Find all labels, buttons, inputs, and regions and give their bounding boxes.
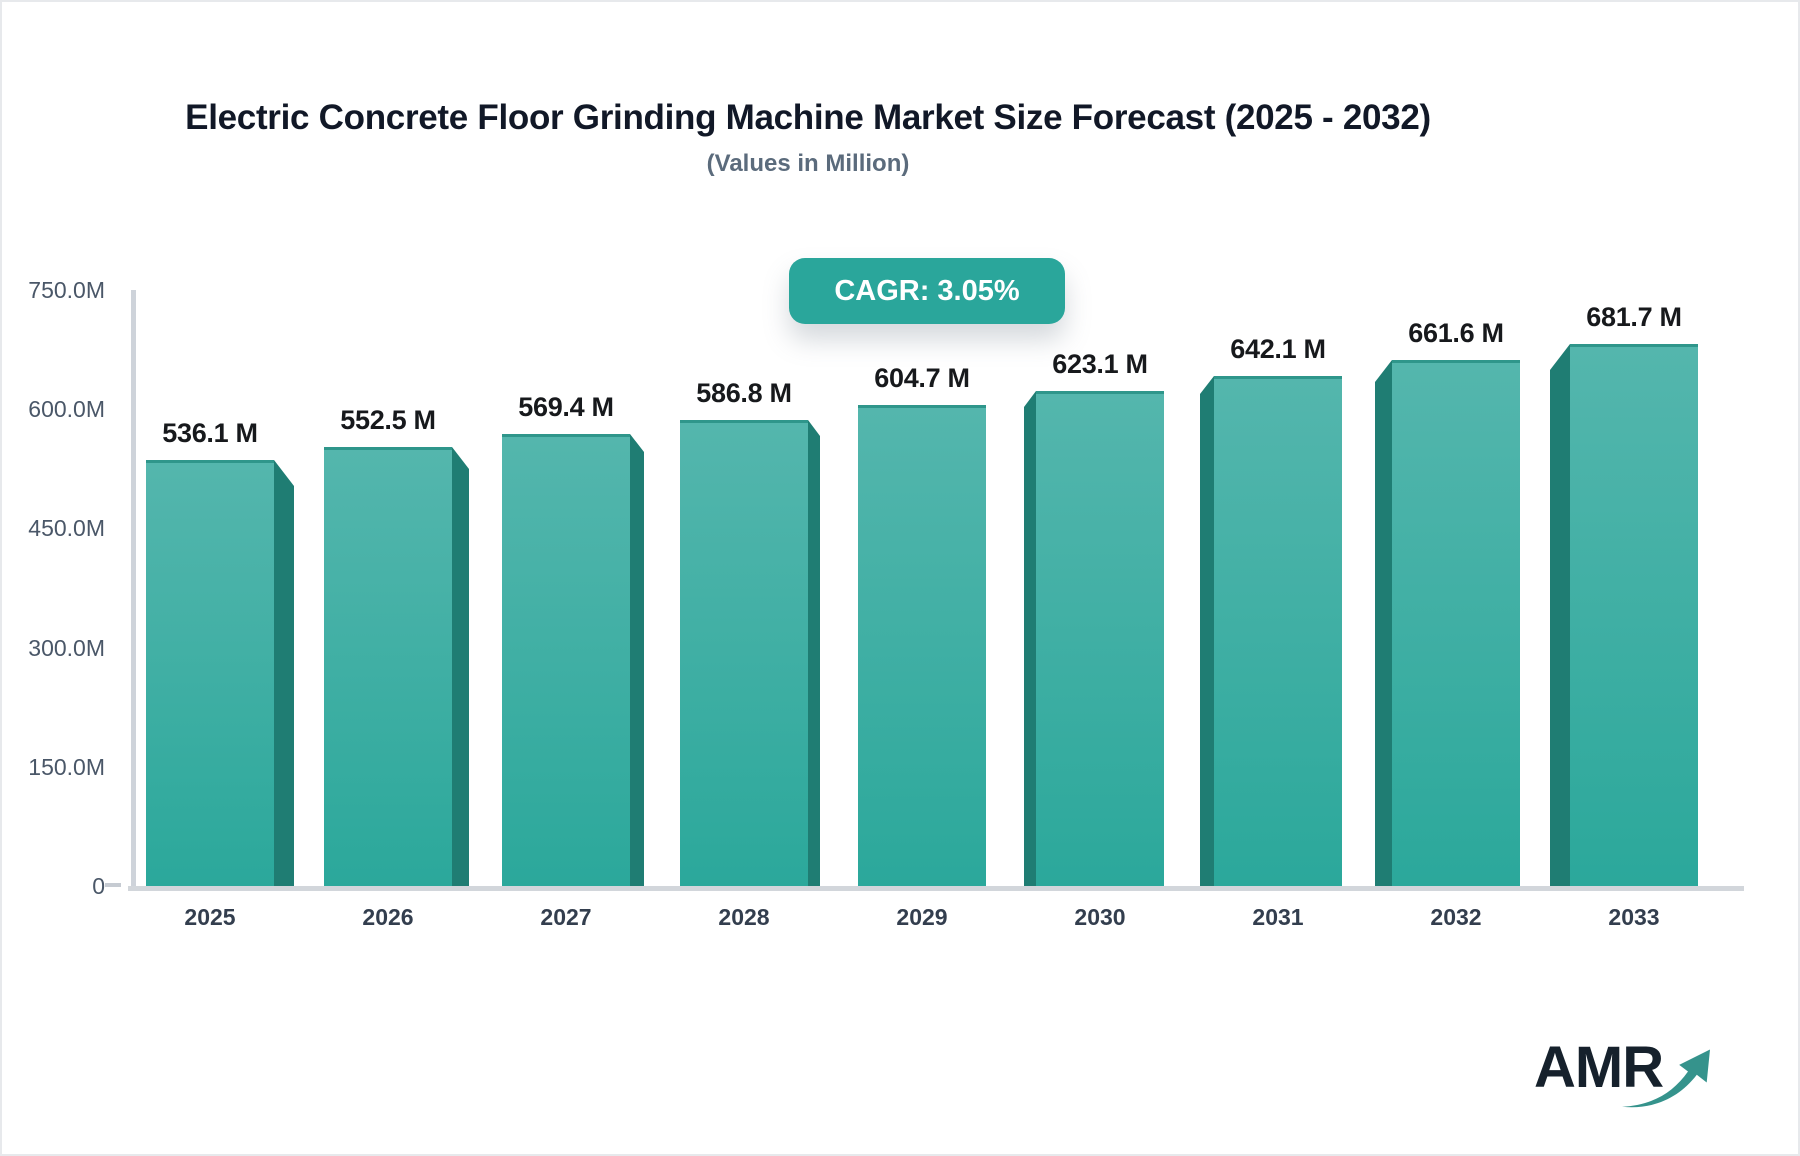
y-tick-label: 150.0M [28, 753, 105, 780]
x-axis-line [128, 886, 1744, 891]
bar-3d-side [1550, 344, 1570, 886]
x-tick-label: 2027 [540, 904, 592, 930]
bar-2031 [1214, 376, 1342, 886]
y-axis-line [131, 290, 136, 891]
bar-3d-side [630, 434, 644, 886]
x-tick-label: 2028 [718, 904, 770, 930]
chart-title: Electric Concrete Floor Grinding Machine… [185, 98, 1431, 137]
bar-2025 [146, 460, 274, 886]
growth-arrow-icon [1622, 1049, 1710, 1108]
bar-2027 [502, 434, 630, 886]
bar-value-label: 623.1 M [1052, 349, 1148, 379]
y-tick-label: 600.0M [28, 396, 105, 423]
bar-value-label: 661.6 M [1408, 318, 1504, 348]
bar-value-label: 681.7 M [1586, 302, 1682, 332]
x-tick-label: 2026 [362, 904, 414, 930]
x-tick-label: 2033 [1608, 904, 1660, 930]
x-tick-label: 2031 [1252, 904, 1304, 930]
y-tick-label: 300.0M [28, 634, 105, 661]
bar-value-label: 604.7 M [874, 363, 970, 393]
x-tick-label: 2025 [184, 904, 236, 930]
y-tick-label: 750.0M [28, 277, 105, 303]
bar-2029 [858, 405, 986, 886]
amr-logo: AMR [1534, 1034, 1734, 1124]
bar-2028 [680, 420, 808, 886]
bar-3d-side [274, 460, 294, 886]
chart-subtitle: (Values in Million) [706, 150, 910, 177]
x-tick-label: 2029 [896, 904, 948, 930]
bar-2032 [1392, 360, 1520, 886]
bar-value-label: 642.1 M [1230, 334, 1326, 364]
bar-3d-side [1200, 376, 1214, 886]
bar-3d-side [1024, 391, 1036, 886]
bar-value-label: 569.4 M [518, 392, 614, 422]
bar-3d-side [1375, 360, 1392, 886]
bar-2030 [1036, 391, 1164, 886]
bar-2033 [1570, 344, 1698, 886]
y-tick-label: 450.0M [28, 515, 105, 542]
bar-value-label: 552.5 M [340, 405, 436, 435]
bar-value-label: 586.8 M [696, 378, 792, 408]
y-tick-label: 0 [92, 873, 105, 899]
x-tick-label: 2032 [1430, 904, 1482, 930]
x-tick-label: 2030 [1074, 904, 1126, 930]
bar-value-label: 536.1 M [162, 418, 258, 448]
bar-3d-side [452, 447, 469, 886]
bar-2026 [324, 447, 452, 886]
bar-3d-side [808, 420, 820, 886]
cagr-badge: CAGR: 3.05% [789, 258, 1065, 324]
y-axis-zero-tick [105, 883, 121, 887]
amr-logo-text: AMR [1534, 1035, 1664, 1100]
